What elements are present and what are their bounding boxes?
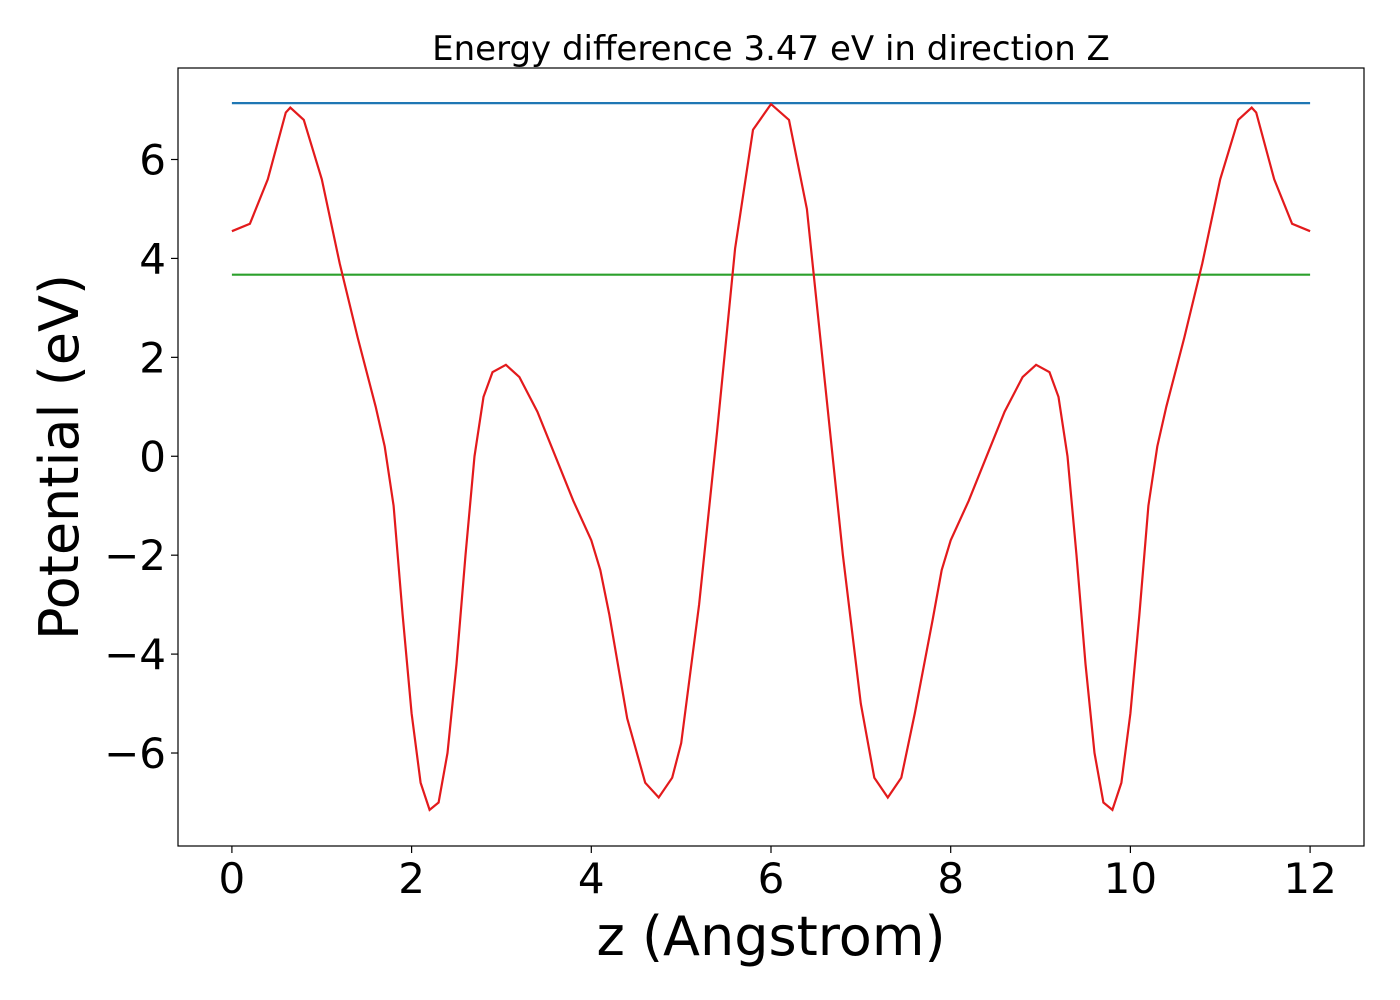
y-tick-label: 4 (139, 234, 166, 283)
x-tick-label: 6 (758, 854, 785, 903)
y-tick-label: 6 (139, 136, 166, 185)
y-tick-label: −4 (104, 630, 166, 679)
x-tick-label: 10 (1104, 854, 1157, 903)
y-tick-label: 0 (139, 432, 166, 481)
y-tick-label: 2 (139, 333, 166, 382)
chart-title: Energy difference 3.47 eV in direction Z (432, 29, 1110, 69)
x-tick-label: 8 (937, 854, 964, 903)
y-tick-label: −2 (104, 531, 166, 580)
y-axis-label: Potential (eV) (28, 274, 91, 640)
x-tick-label: 4 (578, 854, 605, 903)
plot-frame (177, 67, 1365, 847)
x-tick-label: 2 (398, 854, 425, 903)
x-tick-label: 0 (219, 854, 246, 903)
x-axis-label: z (Angstrom) (596, 905, 945, 968)
data-line (231, 102, 1311, 812)
y-tick-label: −6 (104, 729, 166, 778)
x-tick-label: 12 (1283, 854, 1336, 903)
